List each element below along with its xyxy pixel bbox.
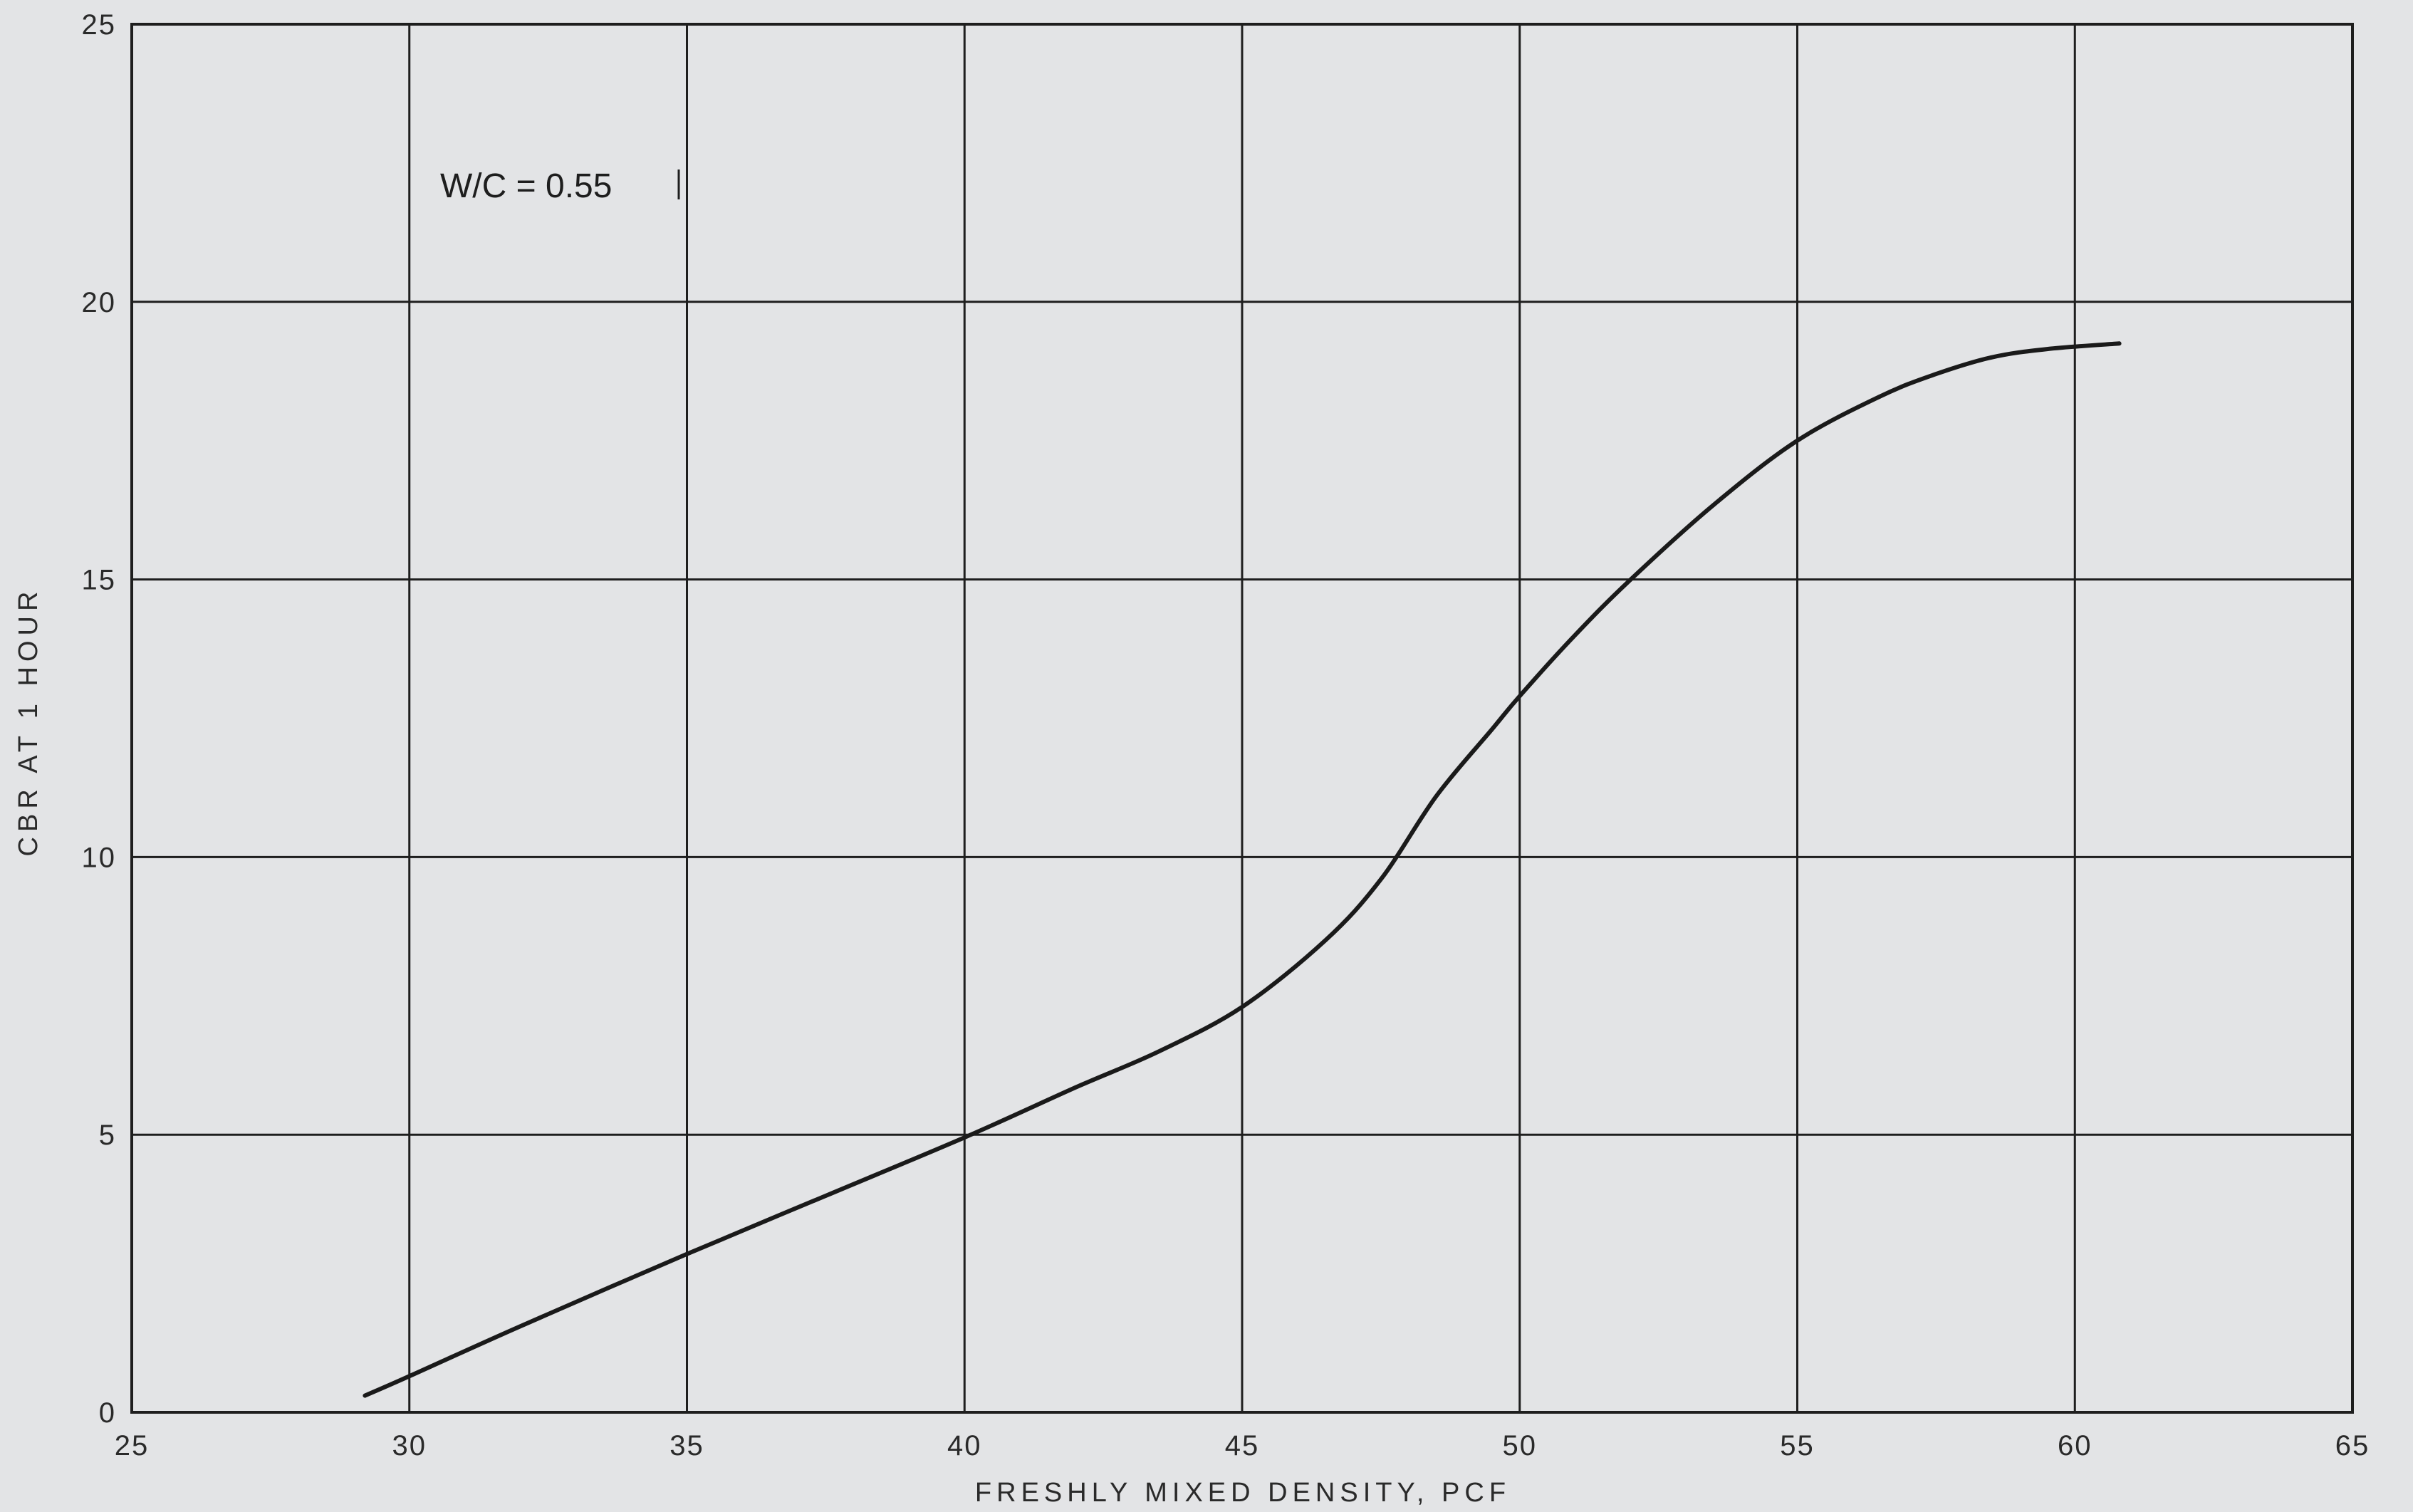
y-tick-label: 5 xyxy=(99,1120,116,1151)
grid xyxy=(132,24,2352,1412)
plot-frame xyxy=(130,23,2354,1414)
x-tick-labels: 25 30 35 40 45 50 55 60 65 xyxy=(115,1430,2370,1461)
y-tick-label: 15 xyxy=(82,565,117,596)
x-tick-label: 35 xyxy=(669,1430,704,1461)
x-tick-label: 50 xyxy=(1503,1430,1538,1461)
x-tick-label: 65 xyxy=(2335,1430,2370,1461)
x-tick-label: 55 xyxy=(1780,1430,1815,1461)
data-line xyxy=(363,341,2122,1398)
y-axis-title: CBR AT 1 HOUR xyxy=(14,587,43,857)
x-tick-label: 30 xyxy=(392,1430,427,1461)
y-tick-label: 10 xyxy=(82,842,117,873)
y-tick-label: 20 xyxy=(82,287,117,318)
annotation-wc-ratio: W/C = 0.55 xyxy=(440,167,612,205)
x-tick-label: 60 xyxy=(2058,1430,2093,1461)
x-tick-label: 45 xyxy=(1225,1430,1260,1461)
y-tick-labels: 0 5 10 15 20 25 xyxy=(82,9,117,1429)
y-tick-label: 0 xyxy=(99,1397,116,1429)
y-tick-label: 25 xyxy=(82,9,117,41)
x-axis-title: FRESHLY MIXED DENSITY, PCF xyxy=(975,1478,1511,1508)
x-tick-label: 40 xyxy=(947,1430,982,1461)
x-tick-label: 25 xyxy=(115,1430,150,1461)
